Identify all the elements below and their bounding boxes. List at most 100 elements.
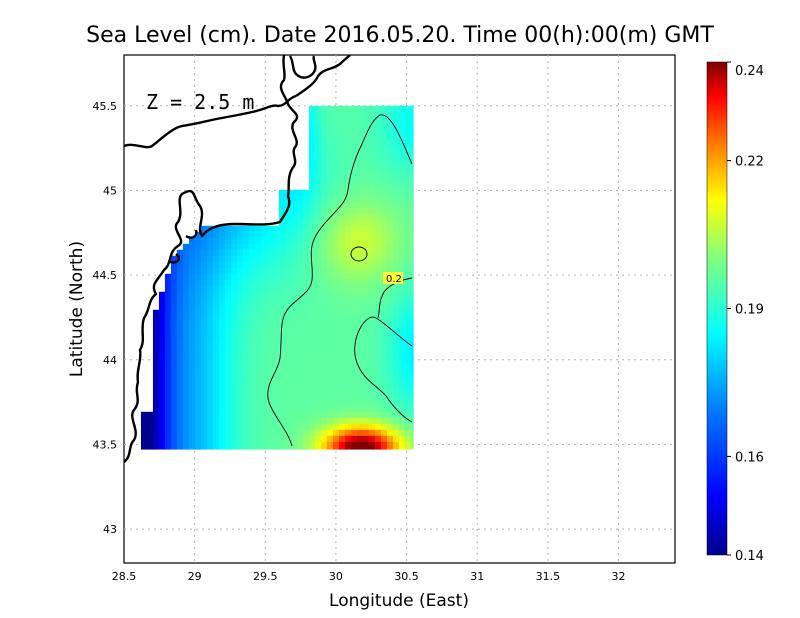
field-cell bbox=[326, 291, 334, 299]
field-cell bbox=[344, 165, 352, 173]
field-cell bbox=[362, 291, 370, 299]
field-cell bbox=[218, 405, 226, 413]
field-cell bbox=[266, 333, 274, 341]
field-cell bbox=[398, 345, 406, 353]
field-cell bbox=[284, 417, 292, 425]
field-cell bbox=[302, 345, 310, 353]
field-cell bbox=[218, 279, 226, 287]
field-cell bbox=[326, 237, 334, 245]
field-cell bbox=[248, 333, 256, 341]
field-cell bbox=[356, 261, 364, 269]
field-cell bbox=[170, 327, 178, 335]
field-cell bbox=[290, 285, 298, 293]
field-cell bbox=[194, 249, 202, 257]
field-cell bbox=[272, 411, 280, 419]
field-cell bbox=[230, 327, 238, 335]
field-cell bbox=[284, 399, 292, 407]
field-cell bbox=[224, 303, 232, 311]
field-cell bbox=[224, 243, 232, 251]
field-cell bbox=[260, 285, 268, 293]
field-cell bbox=[350, 207, 358, 215]
field-cell bbox=[368, 357, 376, 365]
field-cell bbox=[290, 345, 298, 353]
field-cell bbox=[248, 375, 256, 383]
field-cell bbox=[260, 417, 268, 425]
field-cell bbox=[140, 423, 148, 431]
field-cell bbox=[254, 297, 262, 305]
field-cell bbox=[404, 387, 412, 395]
field-cell bbox=[374, 153, 382, 161]
field-cell bbox=[398, 231, 406, 239]
field-cell bbox=[212, 381, 220, 389]
field-cell bbox=[314, 219, 322, 227]
field-cell bbox=[374, 435, 382, 443]
field-cell bbox=[200, 309, 208, 317]
field-cell bbox=[284, 357, 292, 365]
field-cell bbox=[302, 291, 310, 299]
field-cell bbox=[266, 267, 274, 275]
field-cell bbox=[242, 297, 250, 305]
field-cell bbox=[344, 129, 352, 137]
field-cell bbox=[230, 429, 238, 437]
field-cell bbox=[356, 117, 364, 125]
field-cell bbox=[242, 345, 250, 353]
field-cell bbox=[230, 411, 238, 419]
field-cell bbox=[206, 243, 214, 251]
field-cell bbox=[398, 297, 406, 305]
field-cell bbox=[410, 321, 414, 329]
field-cell bbox=[326, 165, 334, 173]
field-cell bbox=[248, 429, 256, 437]
field-cell bbox=[188, 351, 196, 359]
field-cell bbox=[224, 255, 232, 263]
field-cell bbox=[164, 345, 172, 353]
field-cell bbox=[302, 285, 310, 293]
field-cell bbox=[380, 321, 388, 329]
field-cell bbox=[374, 135, 382, 143]
field-cell bbox=[254, 303, 262, 311]
field-cell bbox=[200, 441, 208, 449]
field-cell bbox=[380, 339, 388, 347]
field-cell bbox=[404, 249, 412, 257]
field-cell bbox=[326, 339, 334, 347]
field-cell bbox=[152, 411, 160, 419]
field-cell bbox=[176, 297, 184, 305]
field-cell bbox=[374, 327, 382, 335]
field-cell bbox=[188, 387, 196, 395]
field-cell bbox=[260, 357, 268, 365]
field-cell bbox=[338, 237, 346, 245]
field-cell bbox=[212, 273, 220, 281]
field-cell bbox=[176, 279, 184, 287]
field-cell bbox=[374, 231, 382, 239]
field-cell bbox=[278, 381, 286, 389]
field-cell bbox=[290, 429, 298, 437]
field-cell bbox=[320, 327, 328, 335]
field-cell bbox=[194, 447, 202, 450]
field-cell bbox=[296, 195, 304, 203]
field-cell bbox=[368, 411, 376, 419]
field-cell bbox=[278, 345, 286, 353]
field-cell bbox=[404, 219, 412, 227]
field-cell bbox=[404, 381, 412, 389]
field-cell bbox=[248, 297, 256, 305]
field-cell bbox=[332, 153, 340, 161]
field-cell bbox=[182, 375, 190, 383]
field-cell bbox=[290, 297, 298, 305]
field-cell bbox=[410, 207, 414, 215]
field-cell bbox=[260, 441, 268, 449]
field-cell bbox=[212, 231, 220, 239]
field-cell bbox=[326, 435, 334, 443]
field-cell bbox=[212, 321, 220, 329]
field-cell bbox=[374, 357, 382, 365]
field-cell bbox=[332, 291, 340, 299]
field-cell bbox=[218, 327, 226, 335]
field-cell bbox=[320, 105, 328, 113]
field-cell bbox=[314, 387, 322, 395]
field-cell bbox=[296, 399, 304, 407]
field-cell bbox=[266, 303, 274, 311]
field-cell bbox=[338, 183, 346, 191]
field-cell bbox=[176, 429, 184, 437]
field-cell bbox=[368, 417, 376, 425]
field-cell bbox=[302, 201, 310, 209]
field-cell bbox=[392, 261, 400, 269]
field-cell bbox=[362, 351, 370, 359]
